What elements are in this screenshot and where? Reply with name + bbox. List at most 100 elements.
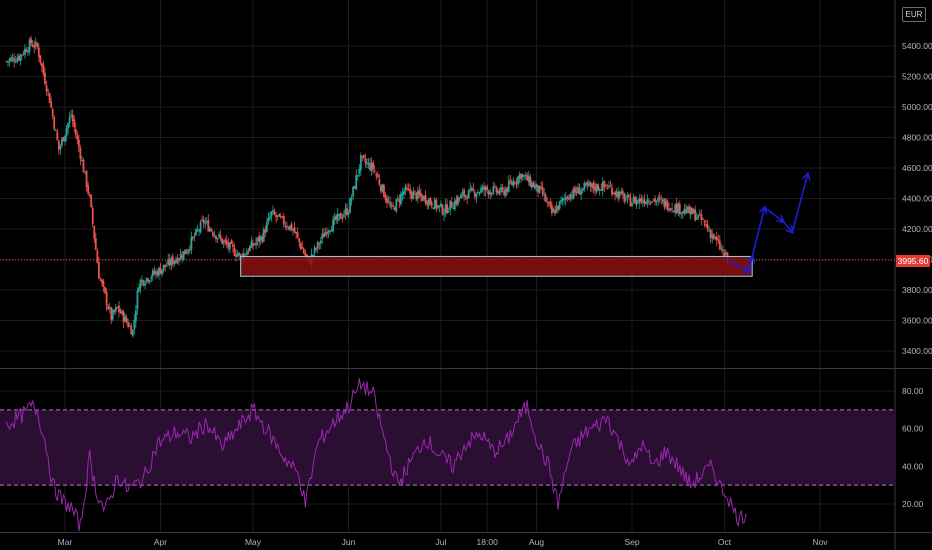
candle-body xyxy=(666,200,669,210)
candle-body xyxy=(204,222,207,224)
candle-body xyxy=(638,198,641,204)
candle-body xyxy=(433,199,436,209)
candle-body xyxy=(287,228,290,230)
candle-body xyxy=(463,190,465,197)
candle-body xyxy=(121,311,123,315)
candle-body xyxy=(654,198,657,203)
candle-body xyxy=(111,310,114,320)
candle-body xyxy=(665,200,667,207)
candle-body xyxy=(717,239,720,241)
candle-body xyxy=(646,199,649,204)
candle-body xyxy=(555,206,558,213)
candle-body xyxy=(427,199,430,206)
price-axis-label: 5200.00 xyxy=(902,72,932,82)
candle-body xyxy=(577,187,579,194)
candle-body xyxy=(503,189,506,195)
candle-body xyxy=(424,195,427,204)
candle-body xyxy=(322,233,325,238)
candle-body xyxy=(389,202,392,206)
candle-body xyxy=(44,72,46,84)
projection-arrow xyxy=(782,220,792,232)
candle-body xyxy=(453,200,456,210)
candle-body xyxy=(252,242,254,246)
candle-body xyxy=(530,182,533,188)
candle-body xyxy=(678,203,681,215)
candle-body xyxy=(118,305,120,312)
price-axis-label: 3800.00 xyxy=(902,285,932,295)
candle-body xyxy=(708,230,710,232)
candle-body xyxy=(367,162,370,165)
candle-body xyxy=(267,217,270,223)
candle-body xyxy=(93,225,96,239)
candle-body xyxy=(148,280,151,283)
candle-body xyxy=(258,236,261,242)
candle-body xyxy=(395,199,398,212)
candle-body xyxy=(363,155,365,158)
candle-body xyxy=(498,191,501,194)
candle-body xyxy=(583,183,586,190)
candle-body xyxy=(492,186,495,194)
candle-body xyxy=(170,257,173,266)
candle-body xyxy=(36,43,39,47)
candle-body xyxy=(406,188,408,190)
candle-body xyxy=(87,185,90,194)
candle-body xyxy=(441,204,444,215)
candle-body xyxy=(284,225,287,227)
candle-body xyxy=(458,197,461,199)
candle-body xyxy=(315,248,318,250)
time-axis-label: Apr xyxy=(154,537,167,547)
candle-body xyxy=(467,189,470,199)
candle-body xyxy=(85,170,88,188)
candle-body xyxy=(184,249,187,255)
candle-body xyxy=(96,250,99,264)
time-axis-label: Nov xyxy=(812,537,828,547)
candle-body xyxy=(686,206,689,213)
candle-body xyxy=(17,56,20,61)
candle-body xyxy=(384,195,387,200)
currency-badge[interactable]: EUR xyxy=(902,7,926,22)
candle-body xyxy=(225,240,228,245)
candle-body xyxy=(136,290,139,310)
candle-body xyxy=(660,199,663,201)
candle-body xyxy=(617,192,620,199)
candle-body xyxy=(595,184,598,192)
candle-body xyxy=(330,229,333,232)
candle-body xyxy=(341,217,344,219)
candle-body xyxy=(592,182,595,189)
candle-body xyxy=(247,250,250,253)
candle-body xyxy=(321,233,324,239)
candle-body xyxy=(318,243,321,245)
candle-body xyxy=(342,215,345,217)
candle-body xyxy=(216,238,219,240)
candle-body xyxy=(597,184,600,191)
candle-body xyxy=(571,195,573,197)
candle-body xyxy=(261,236,264,242)
candle-body xyxy=(178,259,180,261)
candle-body xyxy=(74,128,77,136)
candle-body xyxy=(609,185,612,187)
candle-body xyxy=(541,187,544,194)
candle-body xyxy=(509,180,512,183)
candle-body xyxy=(692,209,695,214)
candle-body xyxy=(399,194,402,205)
candle-body xyxy=(672,211,675,213)
candle-body xyxy=(65,128,68,136)
candle-body xyxy=(546,201,549,203)
candle-body xyxy=(663,198,666,208)
candle-body xyxy=(232,244,234,248)
candle-body xyxy=(450,201,453,208)
candle-body xyxy=(144,283,147,286)
candle-body xyxy=(446,204,449,214)
candle-body xyxy=(301,247,304,249)
candle-body xyxy=(195,229,197,236)
candle-body xyxy=(289,225,291,230)
candle-body xyxy=(432,207,435,209)
rsi-axis-label: 20.00 xyxy=(902,499,924,509)
candle-body xyxy=(481,186,484,190)
time-axis-label: Aug xyxy=(529,537,544,547)
candle-body xyxy=(349,198,351,214)
candle-body xyxy=(11,57,14,60)
candle-body xyxy=(569,194,572,200)
candle-body xyxy=(486,186,489,190)
candle-body xyxy=(443,213,445,216)
